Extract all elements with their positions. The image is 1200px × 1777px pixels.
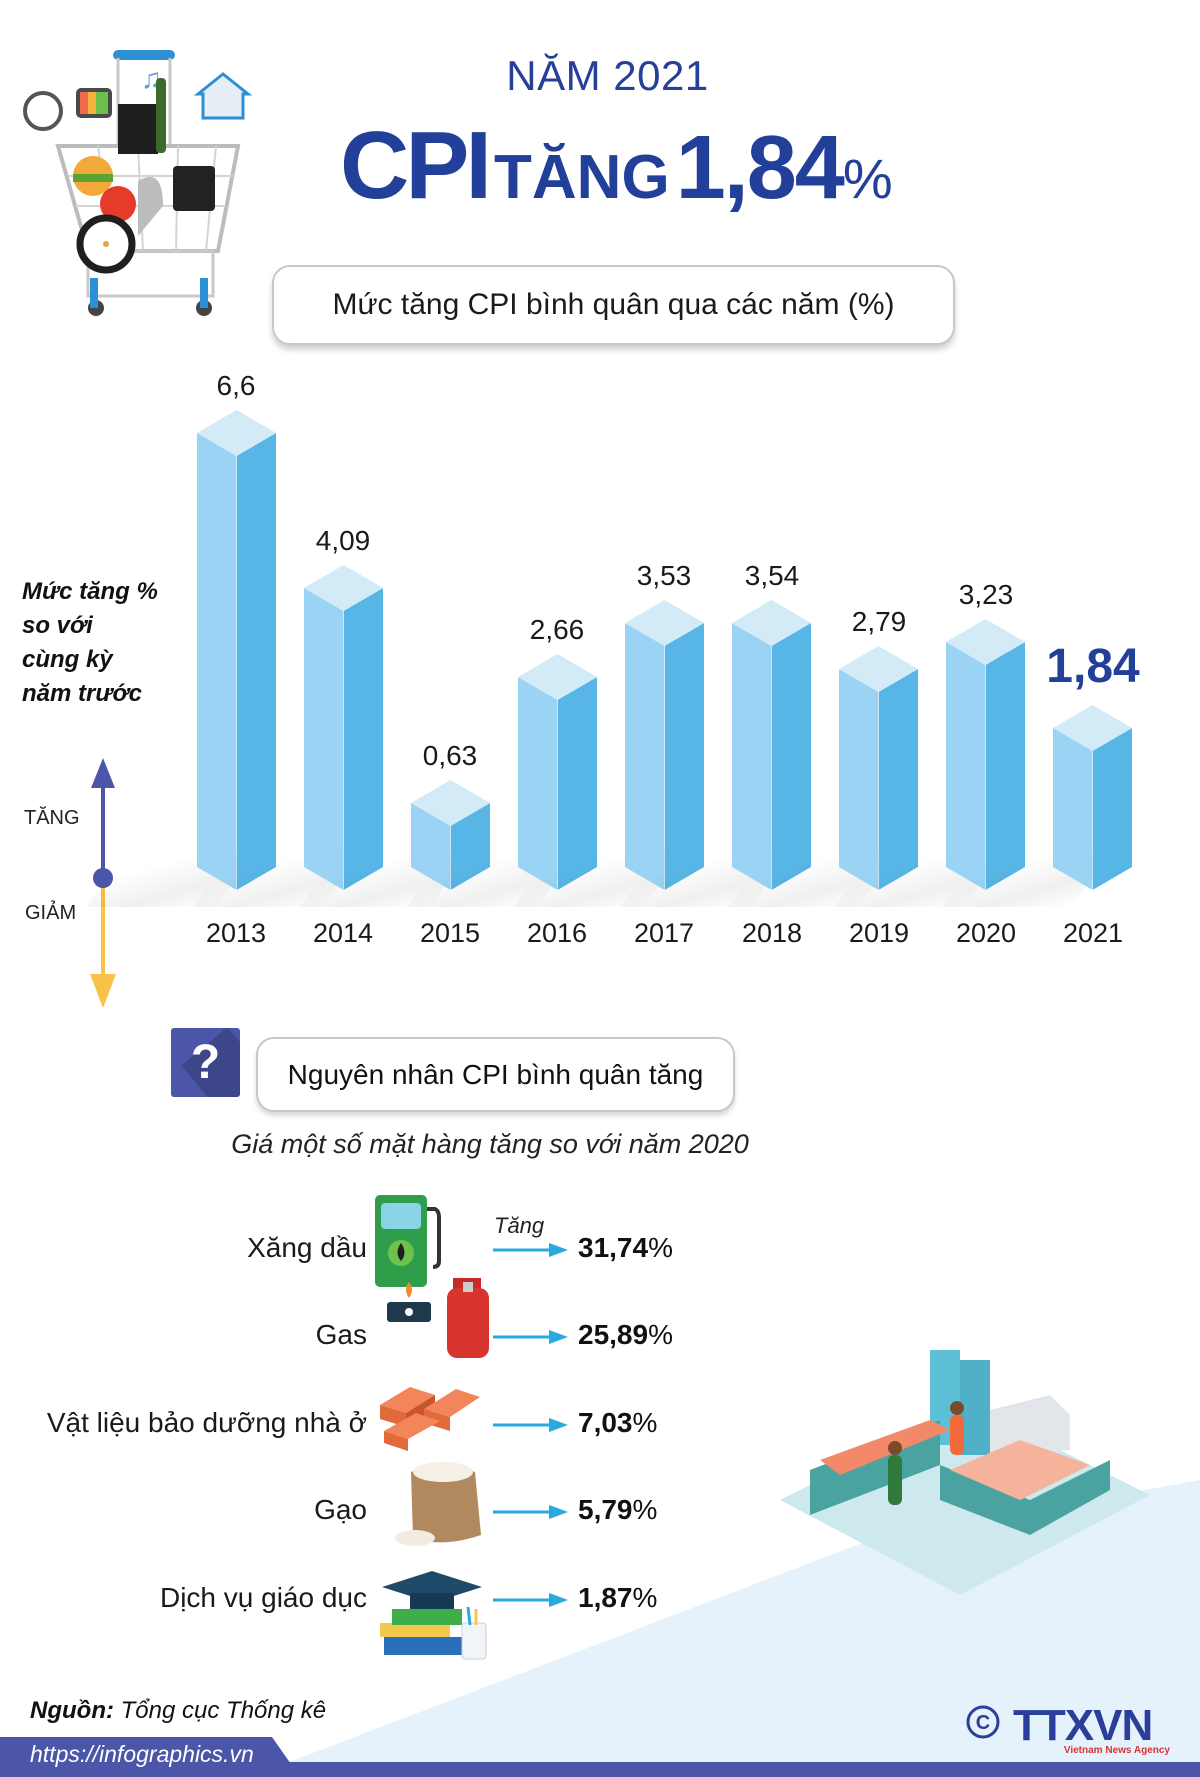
- x-axis-year-label: 2020: [955, 918, 1017, 948]
- bar-value-label: 3,23: [958, 579, 1014, 610]
- rice-sack-icon: [395, 1462, 481, 1546]
- bar-2016: [406, 654, 597, 913]
- bar-2013: [85, 410, 276, 913]
- bar-2019: [727, 646, 918, 913]
- reason-item-value: 25,89%: [578, 1319, 673, 1350]
- chart-title-box: Mức tăng CPI bình quân qua các năm (%): [272, 265, 955, 345]
- x-axis-year-label: 2018: [741, 918, 803, 948]
- year-title: NĂM 2021: [506, 52, 709, 99]
- x-axis-year-label: 2017: [633, 918, 695, 948]
- bar-2017: [513, 600, 704, 913]
- bar-value-label: 2,66: [529, 614, 585, 645]
- ttxvn-logo: C TTXVN Vietnam News Agency: [966, 1701, 1171, 1756]
- y-axis-label: Mức tăng % so với cùng kỳ năm trước: [22, 575, 158, 711]
- website-link[interactable]: https://infographics.vn: [30, 1741, 254, 1767]
- market-illustration: [780, 1350, 1150, 1595]
- fuel-pump-icon: [375, 1195, 441, 1287]
- reasons-title: Nguyên nhân CPI bình quân tăng: [287, 1058, 704, 1090]
- y-axis-label-line: cùng kỳ: [22, 646, 113, 673]
- arrow-right-icon: [493, 1593, 568, 1607]
- bar-2018: [620, 600, 811, 913]
- arrow-right-icon: [493, 1505, 568, 1519]
- reason-item-label: Gạo: [314, 1494, 367, 1525]
- svg-text:Vietnam News Agency: Vietnam News Agency: [1064, 1745, 1171, 1756]
- shopping-cart-illustration: ♫: [23, 50, 253, 316]
- svg-text:TTXVN: TTXVN: [1013, 1701, 1152, 1750]
- bar-2015: [299, 780, 490, 913]
- x-axis-year-label: 2013: [205, 918, 267, 948]
- headline-tang: TĂNG: [494, 143, 670, 212]
- bar-2014: [192, 565, 383, 913]
- reasons-subtitle: Giá một số mặt hàng tăng so với năm 2020: [231, 1129, 749, 1159]
- footer-band: [0, 1762, 1200, 1777]
- x-axis-year-label: 2014: [312, 918, 374, 948]
- gas-cylinder-icon: [387, 1278, 489, 1358]
- bricks-icon: [380, 1387, 480, 1451]
- x-axis-year-label: 2019: [848, 918, 910, 948]
- url-tab: [0, 1737, 300, 1777]
- reason-item-label: Xăng dầu: [247, 1232, 367, 1263]
- increase-note: Tăng: [494, 1213, 545, 1238]
- y-axis-label-line: năm trước: [22, 680, 142, 707]
- reason-item-value: 5,79%: [578, 1494, 658, 1525]
- reasons-title-box: Nguyên nhân CPI bình quân tăng: [256, 1037, 735, 1112]
- x-axis-year-label: 2015: [419, 918, 481, 948]
- question-icon: ?: [171, 1028, 240, 1097]
- bar-value-label: 2,79: [851, 606, 907, 637]
- arrow-right-icon: [493, 1418, 568, 1432]
- reason-item-value: 7,03%: [578, 1407, 658, 1438]
- arrow-right-icon: [493, 1330, 568, 1344]
- headline-cpi: CPI: [340, 112, 492, 219]
- main-headline: CPITĂNG1,84%: [340, 118, 893, 214]
- source-label: Nguồn:: [30, 1697, 114, 1724]
- reason-item-value: 31,74%: [578, 1232, 673, 1263]
- bar-value-label: 3,54: [744, 560, 800, 591]
- y-axis-label-line: Mức tăng %: [22, 578, 158, 605]
- bar-value-label: 4,09: [315, 525, 371, 556]
- headline-value: 1,84: [675, 118, 845, 218]
- bar-2021: [941, 705, 1132, 913]
- decrease-label: GIẢM: [25, 902, 77, 924]
- arrow-right-icon: [493, 1243, 568, 1257]
- bar-value-label: 1,84: [1046, 640, 1140, 693]
- reason-item-label: Vật liệu bảo dưỡng nhà ở: [46, 1407, 367, 1438]
- x-axis-year-label: 2016: [526, 918, 588, 948]
- reason-item-label: Gas: [315, 1319, 367, 1350]
- bar-value-label: 0,63: [422, 740, 478, 771]
- source-line: Nguồn: Tổng cục Thống kê: [30, 1697, 326, 1725]
- up-down-arrow-icon: [90, 758, 116, 1008]
- reason-item-value: 1,87%: [578, 1582, 658, 1613]
- y-axis-label-line: so với: [22, 612, 93, 639]
- reason-item-label: Dịch vụ giáo dục: [159, 1582, 367, 1613]
- increase-label: TĂNG: [24, 807, 80, 829]
- bar-value-label: 6,6: [216, 370, 256, 401]
- x-axis-year-label: 2021: [1062, 918, 1124, 948]
- headline-pct: %: [842, 147, 893, 210]
- education-icon: [380, 1571, 487, 1660]
- cpi-bar-chart: Mức tăng % so với cùng kỳ năm trước TĂNG…: [0, 360, 1200, 1008]
- chart-title: Mức tăng CPI bình quân qua các năm (%): [332, 288, 895, 321]
- bar-2020: [834, 619, 1025, 913]
- source-value: Tổng cục Thống kê: [120, 1697, 327, 1724]
- svg-text:C: C: [976, 1712, 990, 1734]
- bar-value-label: 3,53: [636, 560, 692, 591]
